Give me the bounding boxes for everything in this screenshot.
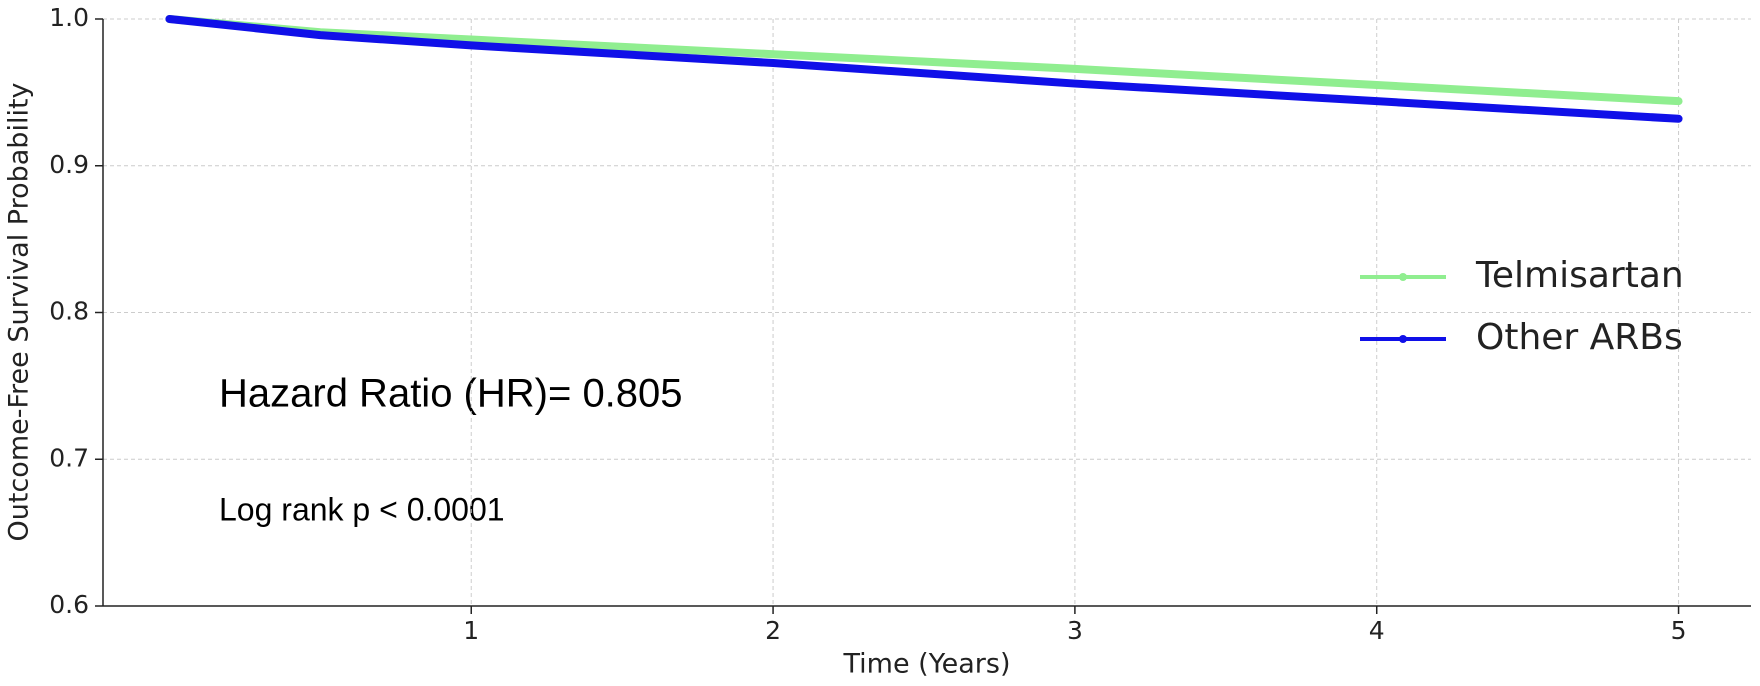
y-tick-label: 0.8 xyxy=(49,297,89,326)
legend-marker xyxy=(1399,335,1407,343)
x-tick-label: 1 xyxy=(463,616,479,645)
y-tick-label: 0.9 xyxy=(49,150,89,179)
y-tick-label: 1.0 xyxy=(49,3,89,32)
legend-label: Telmisartan xyxy=(1475,255,1684,296)
series-line xyxy=(165,15,1683,123)
x-tick-label: 4 xyxy=(1369,616,1385,645)
legend-label: Other ARBs xyxy=(1476,317,1683,358)
series-line xyxy=(165,15,1683,106)
annotation: Hazard Ratio (HR)= 0.805 xyxy=(219,372,683,416)
legend-marker xyxy=(1399,273,1407,281)
x-tick-label: 3 xyxy=(1067,616,1083,645)
x-tick-label: 2 xyxy=(765,616,781,645)
annotation: Log rank p < 0.0001 xyxy=(219,491,505,527)
x-tick-label: 5 xyxy=(1671,616,1687,645)
y-tick-label: 0.6 xyxy=(49,590,89,619)
y-axis-label: Outcome-Free Survival Probability xyxy=(4,82,35,541)
x-axis-label: Time (Years) xyxy=(843,649,1011,680)
y-tick-label: 0.7 xyxy=(49,443,89,472)
